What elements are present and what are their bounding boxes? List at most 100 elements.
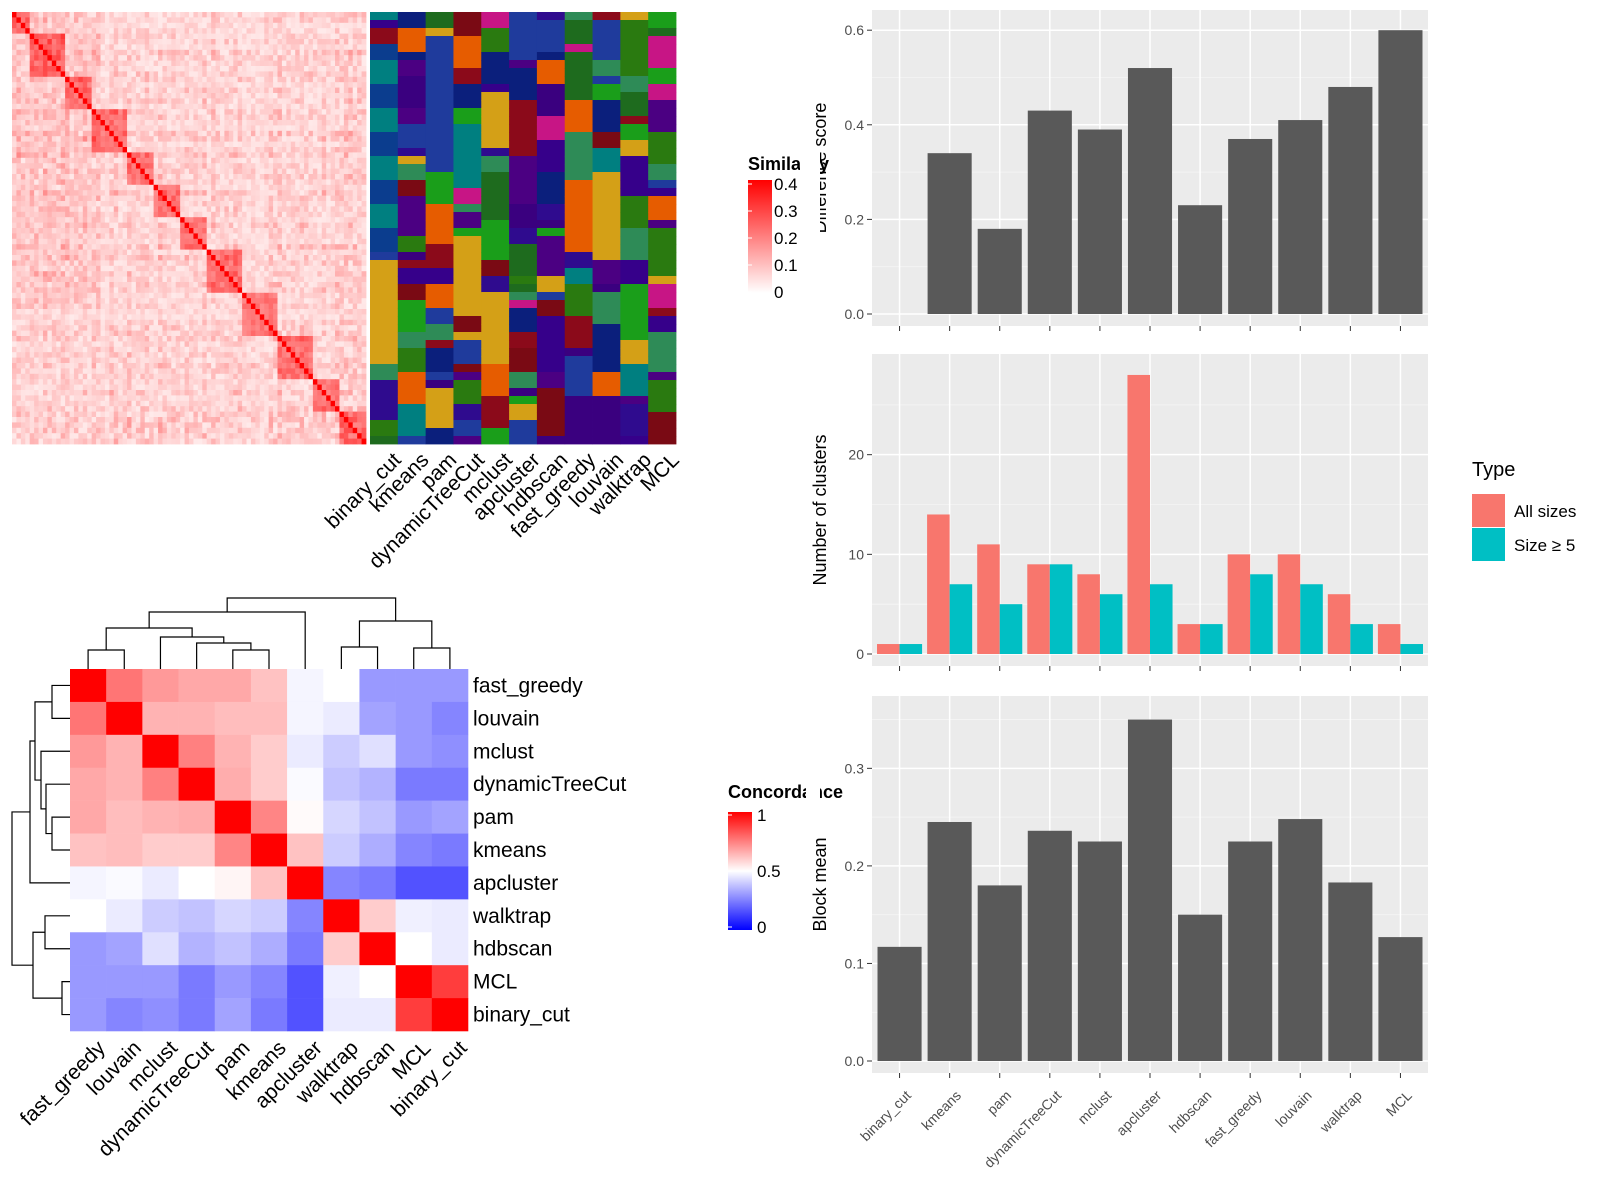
similarity-cell	[264, 17, 270, 24]
similarity-cell	[295, 260, 301, 267]
similarity-cell	[330, 228, 336, 234]
similarity-cell	[166, 49, 172, 56]
similarity-cell	[317, 147, 323, 153]
similarity-cell	[140, 330, 146, 337]
similarity-cell	[219, 195, 225, 202]
similarity-cell	[47, 319, 53, 326]
similarity-cell	[51, 287, 57, 294]
similarity-cell	[149, 325, 154, 331]
similarity-cell	[29, 28, 35, 34]
similarity-cell	[20, 147, 26, 153]
similarity-cell	[211, 44, 216, 51]
similarity-cell	[219, 303, 225, 310]
similarity-cell	[299, 55, 305, 61]
similarity-cell	[273, 211, 278, 218]
similarity-cell	[87, 190, 93, 196]
similarity-cell	[82, 298, 88, 304]
similarity-cell	[158, 98, 163, 105]
similarity-cell	[20, 12, 26, 18]
similarity-cell	[113, 282, 119, 288]
similarity-cell	[175, 195, 181, 202]
similarity-cell	[144, 39, 150, 45]
similarity-cell	[73, 163, 79, 169]
similarity-cell	[60, 12, 66, 18]
similarity-cell	[78, 195, 84, 202]
similarity-cell	[255, 309, 261, 315]
similarity-cell	[16, 201, 22, 207]
similarity-cell	[56, 260, 62, 267]
similarity-cell	[286, 120, 292, 126]
similarity-cell	[250, 309, 256, 315]
similarity-cell	[91, 228, 97, 234]
similarity-cell	[91, 276, 97, 283]
similarity-cell	[166, 271, 172, 277]
similarity-cell	[317, 190, 323, 196]
similarity-cell	[91, 325, 97, 331]
similarity-cell	[290, 314, 296, 321]
similarity-cell	[104, 201, 110, 207]
similarity-cell	[215, 130, 221, 137]
similarity-cell	[281, 71, 287, 78]
similarity-cell	[42, 255, 48, 261]
similarity-cell	[87, 287, 93, 294]
similarity-cell	[96, 341, 101, 348]
similarity-cell	[184, 287, 190, 294]
similarity-cell	[12, 163, 17, 169]
similarity-cell	[352, 276, 358, 283]
similarity-cell	[215, 87, 221, 94]
similarity-cell	[361, 44, 367, 51]
similarity-cell	[202, 12, 208, 18]
similarity-cell	[193, 303, 199, 310]
similarity-cell	[264, 190, 270, 196]
similarity-cell	[321, 55, 327, 61]
similarity-cell	[246, 238, 252, 245]
similarity-cell	[326, 93, 332, 99]
similarity-cell	[171, 60, 177, 67]
similarity-cell	[237, 114, 243, 121]
similarity-cell	[51, 33, 57, 40]
similarity-cell	[255, 87, 261, 94]
similarity-cell	[202, 201, 208, 207]
similarity-cell	[361, 298, 367, 304]
similarity-cell	[304, 184, 309, 191]
similarity-cell	[233, 292, 239, 299]
similarity-cell	[82, 49, 88, 56]
similarity-cell	[135, 28, 141, 34]
similarity-cell	[259, 217, 265, 223]
similarity-cell	[153, 114, 159, 121]
similarity-cell	[273, 238, 278, 245]
similarity-cell	[219, 255, 225, 261]
similarity-cell	[268, 228, 274, 234]
similarity-cell	[321, 287, 327, 294]
similarity-cell	[255, 211, 261, 218]
similarity-cell	[118, 330, 124, 337]
similarity-cell	[131, 152, 137, 159]
similarity-cell	[127, 22, 132, 29]
similarity-cell	[60, 163, 66, 169]
similarity-cell	[189, 244, 194, 250]
similarity-cell	[65, 190, 70, 196]
similarity-cell	[343, 49, 349, 56]
similarity-cell	[286, 206, 292, 213]
similarity-cell	[42, 314, 48, 321]
similarity-cell	[140, 147, 146, 153]
similarity-cell	[82, 163, 88, 169]
similarity-cell	[122, 49, 128, 56]
similarity-cell	[246, 44, 252, 51]
similarity-cell	[211, 82, 216, 88]
similarity-cell	[166, 260, 172, 267]
similarity-cell	[228, 87, 234, 94]
similarity-cell	[295, 233, 301, 240]
similarity-cell	[206, 228, 212, 234]
similarity-cell	[259, 163, 265, 169]
similarity-cell	[87, 109, 93, 115]
similarity-cell	[264, 71, 270, 78]
similarity-cell	[20, 33, 26, 40]
similarity-cell	[144, 276, 150, 283]
similarity-cell	[361, 157, 367, 164]
similarity-cell	[104, 222, 110, 229]
similarity-cell	[42, 233, 48, 240]
similarity-cell	[189, 44, 194, 51]
similarity-cell	[237, 98, 243, 105]
similarity-cell	[357, 168, 362, 175]
